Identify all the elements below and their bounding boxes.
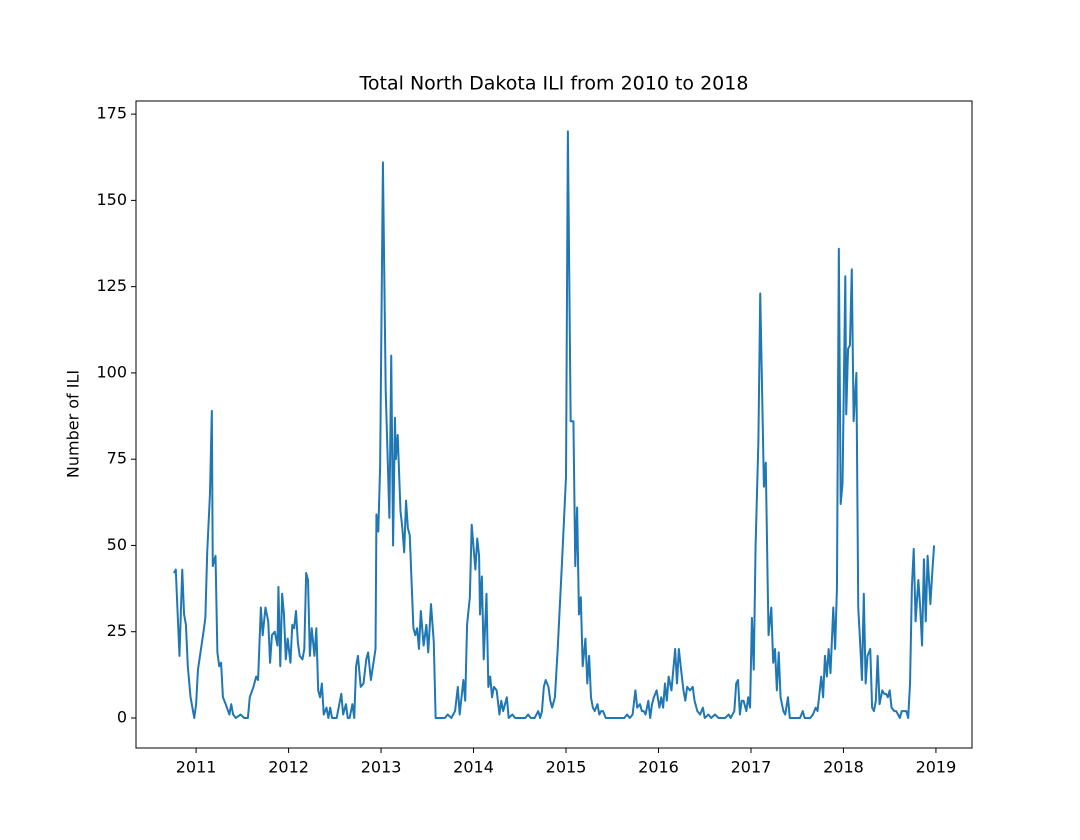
axes-frame <box>135 100 973 749</box>
x-tick-label: 2013 <box>361 758 402 777</box>
x-tick-label: 2011 <box>176 758 217 777</box>
x-tick-label: 2019 <box>916 758 957 777</box>
y-tick-label: 0 <box>117 707 127 726</box>
x-tick-label: 2012 <box>268 758 309 777</box>
x-tick-label: 2014 <box>453 758 494 777</box>
chart-title: Total North Dakota ILI from 2010 to 2018 <box>359 73 749 95</box>
y-axis-label: Number of ILI <box>64 370 83 478</box>
y-tick-label: 50 <box>107 535 127 554</box>
y-tick-label: 150 <box>96 190 127 209</box>
y-tick-label: 75 <box>107 449 127 468</box>
y-tick-label: 25 <box>107 621 127 640</box>
x-tick-label: 2017 <box>731 758 772 777</box>
y-tick-label: 125 <box>96 276 127 295</box>
data-line <box>173 130 936 719</box>
x-tick-label: 2015 <box>546 758 587 777</box>
x-tick-label: 2016 <box>638 758 679 777</box>
y-tick-label: 175 <box>96 104 127 123</box>
plot-area: 0 25 50 75 100 125 150 175 2011 2012 2013 2014 2015 2… <box>96 104 956 777</box>
y-tick-label: 100 <box>96 362 127 381</box>
x-tick-label: 2018 <box>823 758 864 777</box>
